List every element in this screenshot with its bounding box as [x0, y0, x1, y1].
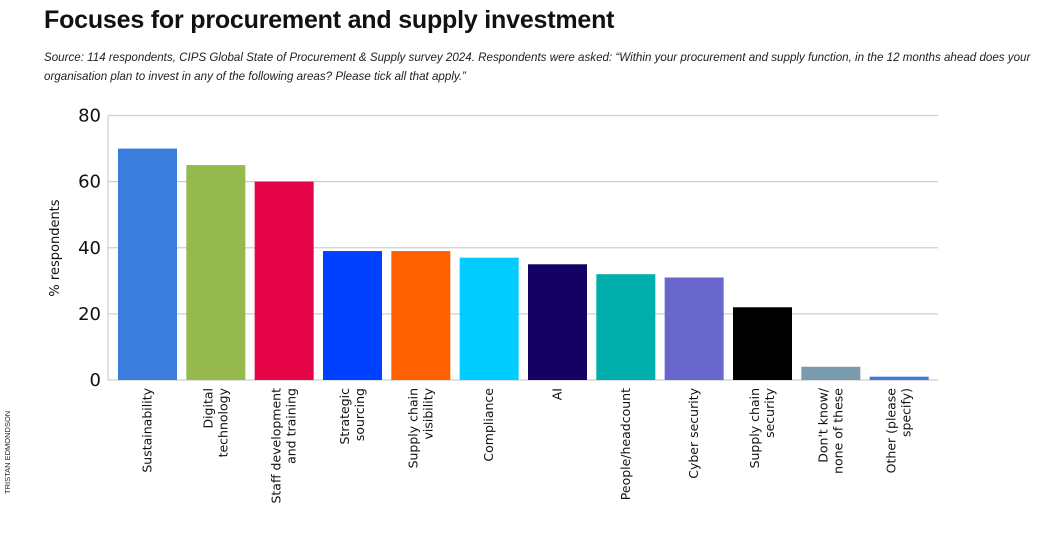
x-tick-label: none of these: [830, 388, 845, 474]
x-tick-label: Cyber security: [686, 387, 701, 478]
x-tick-label: Don't know/: [815, 387, 830, 463]
chart-title: Focuses for procurement and supply inves…: [44, 6, 615, 34]
x-tick-label: technology: [215, 387, 230, 457]
y-tick-label: 0: [90, 370, 101, 391]
bars: [118, 148, 929, 380]
bar: [459, 257, 519, 380]
x-tick-label: Supply chain: [405, 388, 420, 468]
x-tick-label: specify): [899, 388, 914, 437]
y-tick-label: 20: [78, 304, 101, 325]
x-tick-label: Compliance: [481, 388, 496, 462]
x-tick-label: Supply chain: [747, 388, 762, 468]
bar: [391, 251, 451, 380]
gridlines: [107, 114, 938, 381]
bar: [733, 307, 792, 380]
x-tick-label: Other (please: [884, 388, 899, 474]
x-tick-label: visibility: [420, 387, 435, 439]
bar: [186, 165, 246, 380]
y-tick-label: 40: [78, 238, 101, 259]
x-tick-label: Staff development: [269, 388, 284, 504]
bar: [664, 277, 724, 380]
bar: [323, 251, 382, 380]
x-tick-label: Sustainability: [140, 387, 155, 472]
y-tick-label: 60: [78, 172, 101, 193]
bar: [869, 376, 929, 380]
x-tick-label: and training: [284, 388, 299, 464]
bar: [528, 264, 587, 380]
x-tick-label: Strategic: [337, 388, 352, 445]
x-tick-label: People/headcount: [618, 388, 633, 500]
y-axis-label: % respondents: [48, 199, 63, 296]
bar: [254, 181, 314, 380]
bar: [801, 366, 861, 380]
x-axis-labels: Sustainability Digital technology Staff dev…: [140, 387, 914, 503]
x-tick-label: sourcing: [352, 388, 367, 441]
x-tick-label: security: [762, 387, 777, 438]
x-tick-label: AI: [550, 388, 565, 400]
y-axis-ticks: 0 20 40 60 80: [78, 106, 101, 392]
bar: [596, 274, 656, 380]
chart-source-note: Source: 114 respondents, CIPS Global Sta…: [44, 51, 1031, 83]
y-tick-label: 80: [78, 106, 101, 127]
x-tick-label: Digital: [200, 388, 215, 429]
bar: [118, 148, 177, 380]
